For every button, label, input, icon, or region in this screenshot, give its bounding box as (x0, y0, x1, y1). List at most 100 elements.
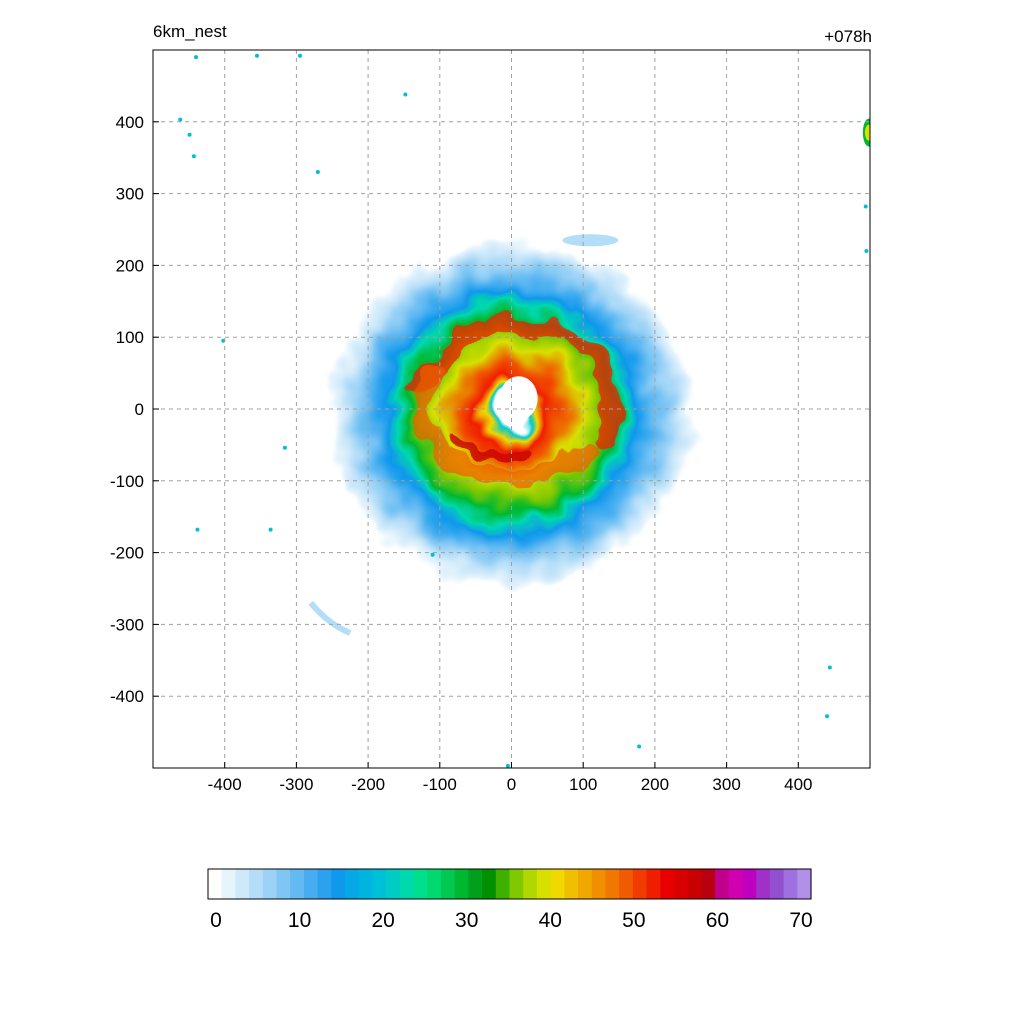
colorbar-swatch (564, 869, 579, 899)
x-tick-label: -200 (351, 775, 385, 794)
colorbar-swatch (413, 869, 428, 899)
y-tick-label: 300 (116, 185, 144, 204)
colorbar-swatch (769, 869, 785, 899)
precip-speck (254, 53, 259, 58)
colorbar-swatch (331, 869, 346, 899)
precip-speck (827, 665, 832, 670)
precip-speck (430, 552, 435, 557)
precip-speck (297, 53, 302, 58)
x-tick-label: -300 (279, 775, 313, 794)
precip-speck (637, 744, 642, 749)
colorbar-swatch (550, 869, 565, 899)
colorbar-swatch (358, 869, 374, 899)
colorbar-swatch (619, 869, 634, 899)
colorbar-swatch (468, 869, 483, 899)
colorbar-swatch (235, 869, 250, 899)
precip-speck (863, 204, 868, 209)
x-tick-label: 0 (507, 775, 516, 794)
precip-speck (194, 55, 199, 60)
rainband-south (415, 361, 600, 486)
precip-speck (505, 763, 510, 768)
colorbar-swatch (715, 869, 730, 899)
precip-speck (187, 132, 192, 137)
colorbar-tick-label: 70 (789, 909, 812, 932)
plot-title: 6km_nest (153, 22, 227, 41)
colorbar-swatch (536, 869, 552, 899)
x-tick-label: 100 (569, 775, 597, 794)
storm-eye (499, 376, 538, 421)
y-tick-label: 0 (135, 400, 144, 419)
precip-speck (403, 92, 408, 97)
colorbar-swatch (249, 869, 264, 899)
colorbar-swatch (317, 869, 332, 899)
x-tick-label: -400 (208, 775, 242, 794)
colorbar-swatch (454, 869, 469, 899)
colorbar-swatch (208, 869, 223, 899)
outer-arc-sw (308, 600, 352, 636)
rainband-north (407, 315, 619, 448)
edge-cell-inner (864, 124, 870, 141)
colorbar-swatch (673, 869, 689, 899)
y-tick-label: 200 (116, 256, 144, 275)
precip-speck (282, 445, 287, 450)
colorbar-tick-label: 30 (455, 909, 478, 932)
colorbar-swatch (783, 869, 798, 899)
colorbar-swatch (427, 869, 442, 899)
colorbar-swatch (221, 869, 237, 899)
colorbar-swatch (345, 869, 360, 899)
colorbar-swatch (440, 869, 456, 899)
outer-arc-n (562, 234, 619, 247)
forecast-hour-label: +078h (824, 27, 872, 46)
colorbar-swatch (372, 869, 387, 899)
colorbar-swatch (290, 869, 305, 899)
colorbar-swatch (797, 869, 812, 899)
y-tick-label: -400 (110, 687, 144, 706)
precip-speck (178, 117, 183, 122)
colorbar-tick-label: 60 (706, 909, 729, 932)
colorbar-swatch (728, 869, 744, 899)
colorbar-swatch (262, 869, 278, 899)
colorbar-swatch (303, 869, 319, 899)
colorbar-swatch (646, 869, 661, 899)
colorbar-swatch (509, 869, 524, 899)
colorbar-tick-label: 40 (539, 909, 562, 932)
colorbar-swatch (276, 869, 291, 899)
y-tick-label: 400 (116, 113, 144, 132)
precip-speck (824, 714, 829, 719)
colorbar-swatch (495, 869, 511, 899)
precip-speck (315, 170, 320, 175)
colorbar-swatch (756, 869, 771, 899)
colorbar-swatch (605, 869, 620, 899)
colorbar-swatch (701, 869, 716, 899)
x-tick-label: 200 (641, 775, 669, 794)
colorbar-swatch (591, 869, 607, 899)
colorbar-swatch (523, 869, 538, 899)
precip-speck (195, 527, 200, 532)
y-tick-label: -300 (110, 615, 144, 634)
precip-speck (864, 249, 869, 254)
colorbar: 0 10 20 30 40 50 60 70 (207, 868, 813, 932)
colorbar-tick-label: 50 (622, 909, 645, 932)
colorbar-swatch (399, 869, 415, 899)
y-axis: 400 300 200 100 0 -100 -200 -300 -400 (110, 113, 159, 706)
colorbar-swatch (687, 869, 702, 899)
colorbar-swatch (742, 869, 757, 899)
colorbar-swatch (482, 869, 497, 899)
precip-speck (268, 527, 273, 532)
colorbar-frame (207, 868, 812, 900)
precip-speck (191, 154, 196, 159)
x-tick-label: -100 (423, 775, 457, 794)
y-tick-label: -100 (110, 472, 144, 491)
y-tick-label: 100 (116, 328, 144, 347)
x-axis: -400 -300 -200 -100 0 100 200 300 400 (208, 762, 812, 794)
x-tick-label: 400 (784, 775, 812, 794)
colorbar-swatch (578, 869, 593, 899)
colorbar-tick-label: 10 (288, 909, 311, 932)
x-tick-label: 300 (712, 775, 740, 794)
colorbar-tick-label: 0 (210, 909, 222, 932)
colorbar-swatch (632, 869, 648, 899)
field-layer (178, 53, 870, 768)
colorbar-tick-label: 20 (371, 909, 394, 932)
colorbar-swatch (660, 869, 675, 899)
colorbar-swatch (386, 869, 401, 899)
